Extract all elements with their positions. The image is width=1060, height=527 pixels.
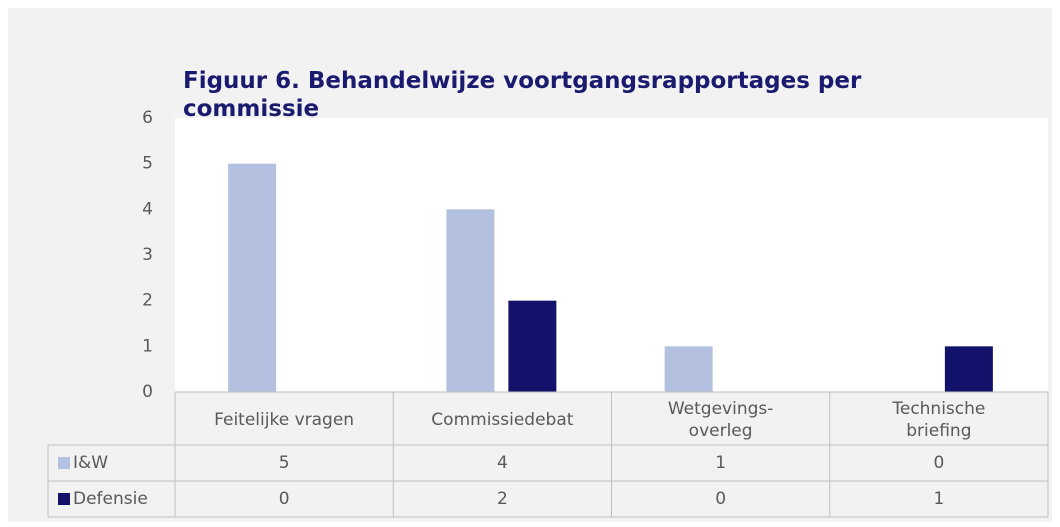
bar <box>944 346 993 392</box>
y-tick-label: 6 <box>142 108 153 128</box>
y-tick-label: 2 <box>142 291 153 311</box>
chart-title: commissie <box>183 96 319 122</box>
legend-label: Defensie <box>73 489 148 509</box>
table-value: 0 <box>279 489 290 509</box>
y-tick-label: 4 <box>142 199 153 219</box>
x-tick-label: Feitelijke vragen <box>214 410 354 430</box>
y-tick-label: 3 <box>142 245 153 265</box>
bar <box>228 163 277 392</box>
x-tick-label: Commissiedebat <box>431 410 573 430</box>
table-value: 2 <box>497 489 508 509</box>
y-tick-label: 5 <box>142 154 153 174</box>
legend-swatch <box>58 457 70 469</box>
table-value: 0 <box>933 453 944 473</box>
table-value: 0 <box>715 489 726 509</box>
bar <box>446 209 495 392</box>
legend-label: I&W <box>73 453 108 473</box>
bar <box>664 346 713 392</box>
x-tick-label: Wetgevings-overleg <box>668 399 774 441</box>
table-value: 4 <box>497 453 508 473</box>
plot-area <box>175 118 1048 392</box>
legend-swatch <box>58 493 70 505</box>
x-tick-label: Technische briefing <box>891 399 985 441</box>
bar <box>508 300 557 392</box>
table-value: 1 <box>715 453 726 473</box>
y-tick-label: 0 <box>142 382 153 402</box>
table-value: 1 <box>933 489 944 509</box>
chart-title: Figuur 6. Behandelwijze voortgangsrappor… <box>183 68 862 94</box>
y-tick-label: 1 <box>142 336 153 356</box>
table-value: 5 <box>279 453 290 473</box>
